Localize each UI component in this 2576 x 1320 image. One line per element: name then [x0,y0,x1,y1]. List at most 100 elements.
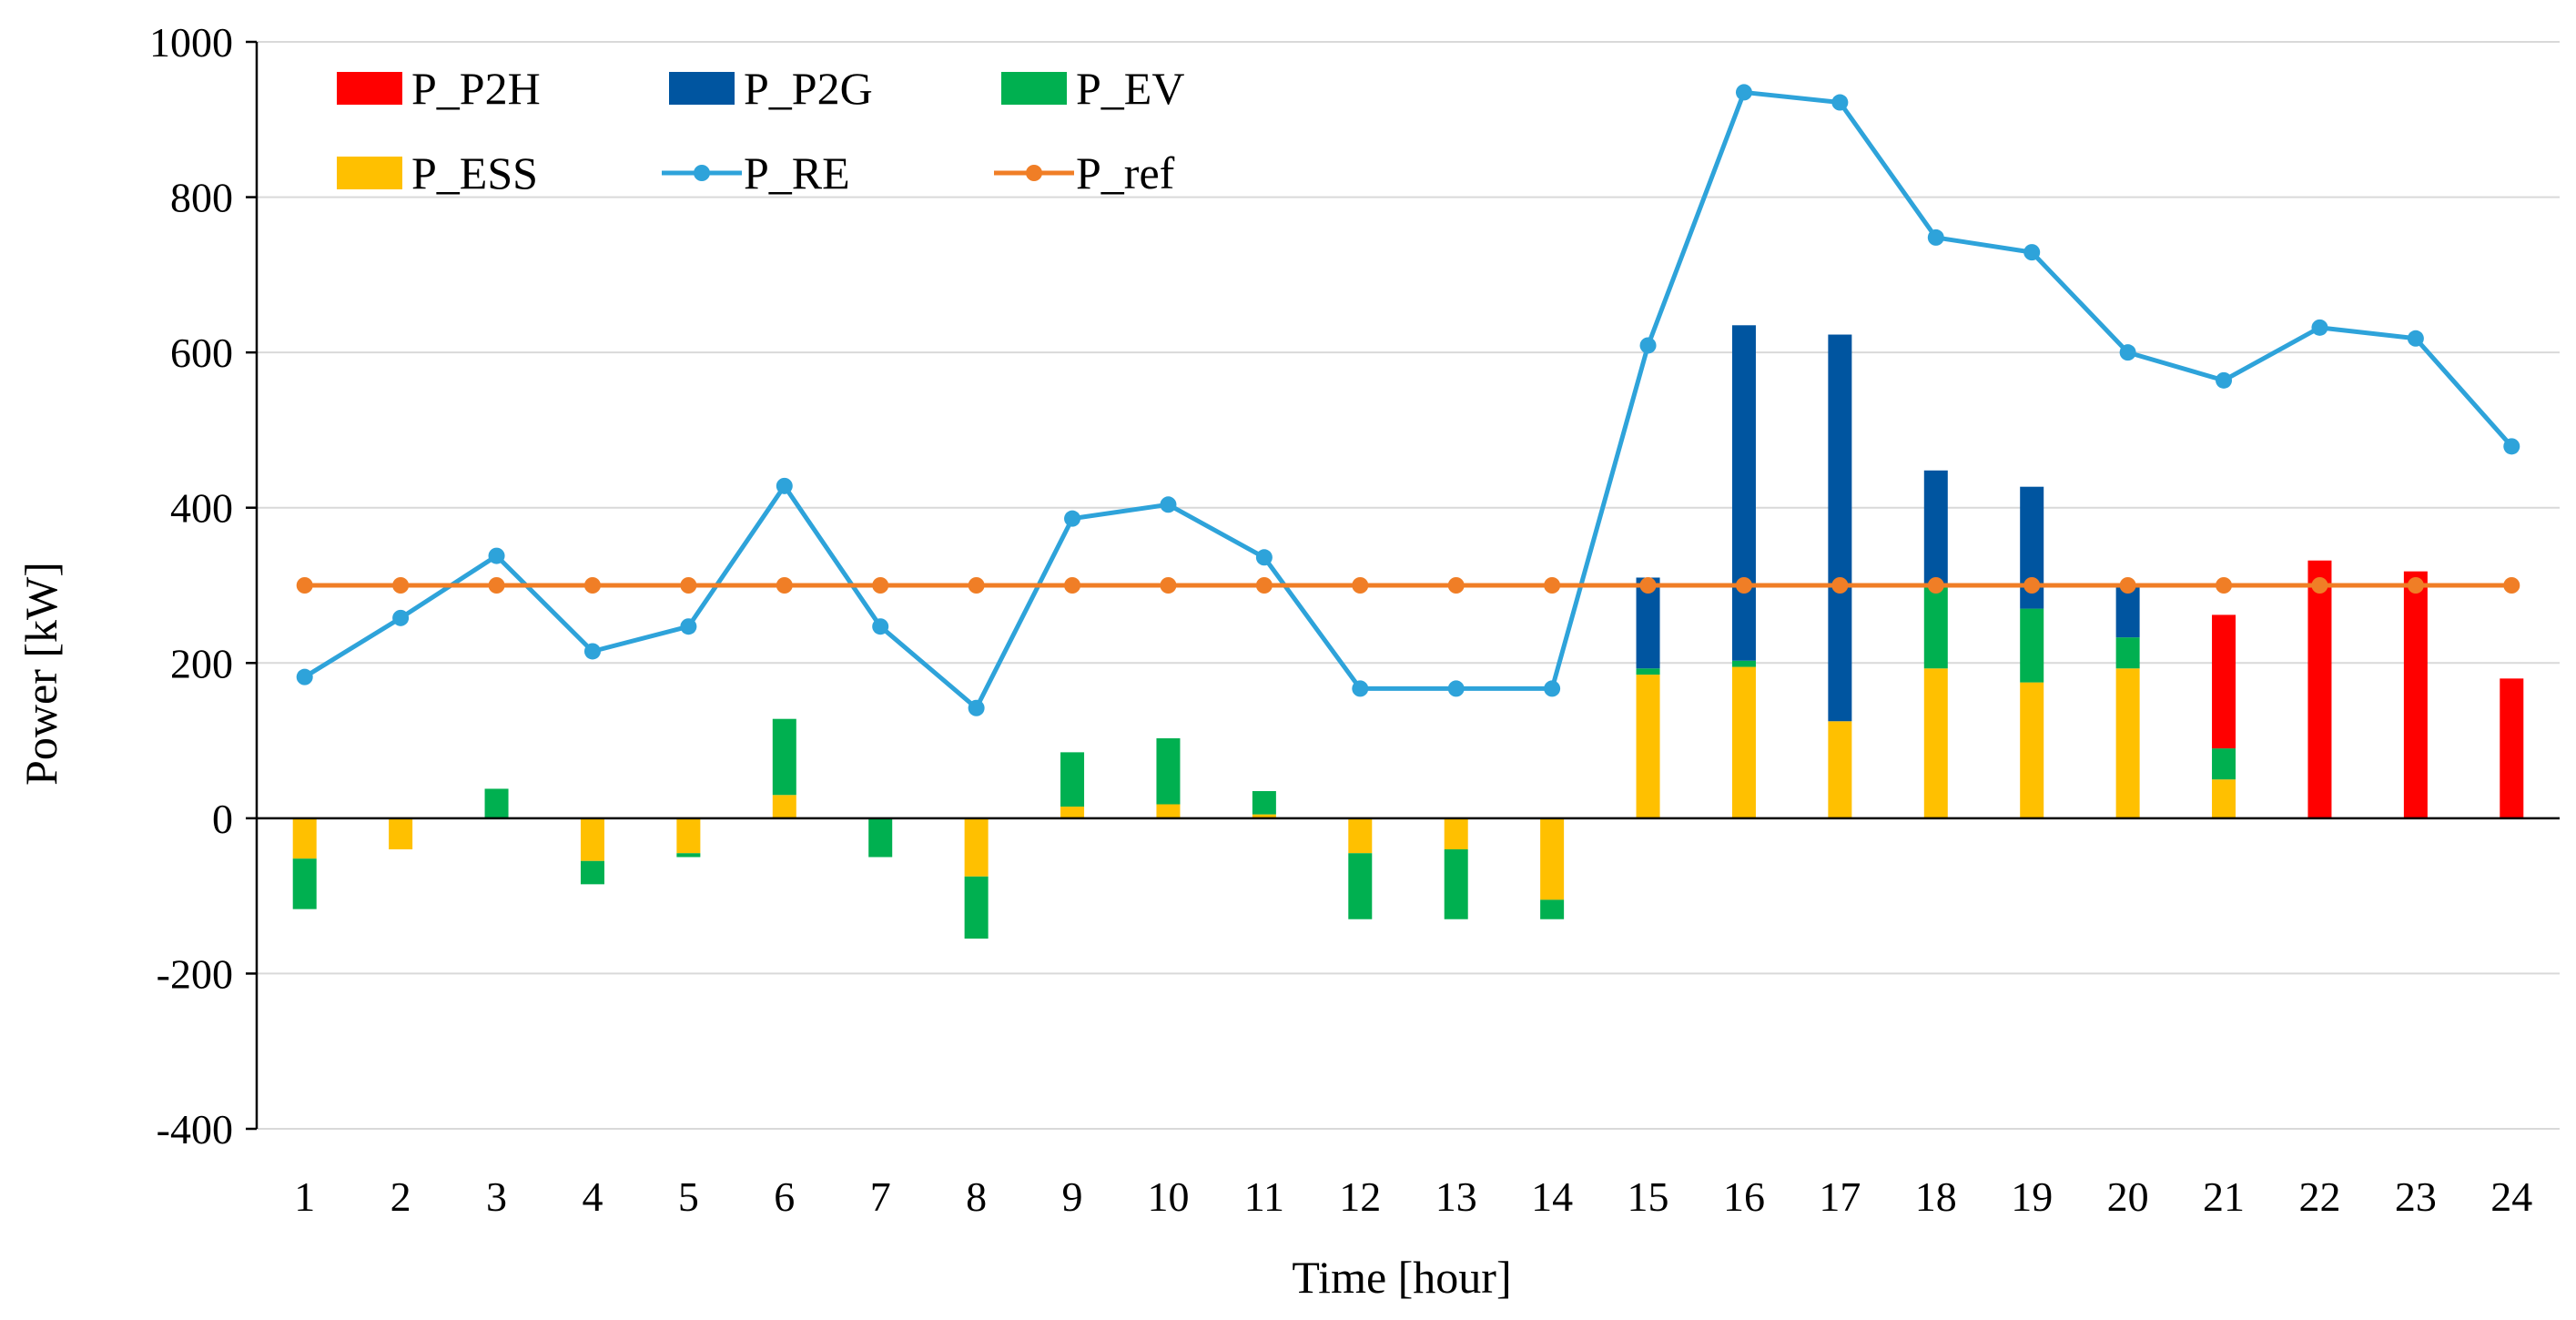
bar-p-ess-hour-12 [1348,817,1373,854]
y-axis-title: Power [kW] [15,562,66,786]
legend-swatch-p-ess [337,157,402,189]
bar-p-ess-hour-17 [1828,721,1852,818]
x-tick-label-10: 10 [1147,1173,1189,1220]
x-tick-label-9: 9 [1062,1173,1083,1220]
y-tick-label--200: -200 [157,950,233,997]
bar-p-ev-hour-11 [1252,791,1276,815]
point-p-re-hour-23 [2407,330,2424,347]
legend: P_P2H P_P2G P_EV P_ESS P_RE P_ref [337,63,1184,198]
x-tick-label-6: 6 [774,1173,795,1220]
point-p-re-hour-22 [2311,319,2328,336]
bar-p-ess-hour-14 [1540,817,1565,900]
bar-p-ess-hour-19 [2020,682,2044,818]
point-p-ref-hour-5 [680,577,697,594]
x-tick-label-11: 11 [1244,1173,1284,1220]
bar-p-ess-hour-9 [1060,807,1085,818]
bar-p-p2g-hour-17 [1828,334,1852,722]
x-tick-label-12: 12 [1339,1173,1381,1220]
point-p-re-hour-21 [2216,371,2233,389]
point-p-ref-hour-1 [296,577,313,594]
bar-p-ess-hour-8 [964,817,989,877]
bar-p-ess-hour-1 [292,817,317,859]
y-tick-label-800: 800 [170,175,233,221]
point-p-ref-hour-2 [392,577,410,594]
legend-label-p-ev: P_EV [1076,63,1184,114]
point-p-re-hour-8 [968,699,985,716]
point-p-ref-hour-7 [872,577,889,594]
legend-swatch-p-p2h [337,72,402,105]
bar-p-ev-hour-4 [580,860,604,885]
point-p-ref-hour-13 [1447,577,1465,594]
bar-p-ev-hour-20 [2115,637,2140,669]
point-p-ref-hour-17 [1831,577,1849,594]
bar-p-ess-hour-21 [2212,779,2236,818]
bar-p-ess-hour-10 [1156,804,1181,818]
point-p-re-hour-7 [872,618,889,635]
legend-swatch-p-ev [1001,72,1067,105]
x-tick-label-8: 8 [966,1173,987,1220]
bar-p-ev-hour-1 [292,858,317,909]
point-p-ref-hour-19 [2023,577,2041,594]
legend-marker-p-ref [1026,165,1042,181]
bar-p-p2h-hour-23 [2403,571,2428,818]
line-p-re [303,89,2514,711]
y-tick-label-600: 600 [170,330,233,376]
bar-p-ess-hour-13 [1444,817,1468,849]
bar-p-ess-hour-18 [1923,668,1948,818]
x-tick-label-23: 23 [2395,1173,2437,1220]
point-p-ref-hour-23 [2407,577,2424,594]
bar-p-p2g-hour-16 [1731,325,1756,661]
point-p-ref-hour-9 [1064,577,1081,594]
bar-p-ev-hour-19 [2020,608,2044,683]
x-tick-label-4: 4 [582,1173,603,1220]
point-p-ref-hour-11 [1255,577,1273,594]
x-tick-label-7: 7 [870,1173,891,1220]
bar-p-ev-hour-3 [484,788,509,818]
bar-series [292,325,2524,939]
point-p-re-hour-16 [1735,84,1752,101]
point-p-ref-hour-16 [1735,577,1752,594]
point-p-re-hour-5 [680,618,697,635]
y-tick-label--400: -400 [157,1106,233,1152]
point-p-ref-hour-8 [968,577,985,594]
point-p-ref-hour-12 [1352,577,1369,594]
x-tick-label-3: 3 [486,1173,507,1220]
legend-label-p-ref: P_ref [1076,147,1175,198]
bar-p-ev-hour-9 [1060,752,1085,807]
bar-p-p2h-hour-24 [2500,678,2524,818]
bar-p-ev-hour-7 [868,817,893,858]
bar-p-ev-hour-12 [1348,853,1373,919]
line-series [296,84,2520,716]
bar-p-ess-hour-4 [580,817,604,861]
legend-marker-p-re [694,165,710,181]
point-p-re-hour-18 [1927,228,1944,246]
point-p-re-hour-12 [1352,680,1369,697]
y-tick-label-1000: 1000 [149,19,233,66]
bar-p-ess-hour-11 [1252,814,1276,818]
point-p-re-hour-13 [1447,680,1465,697]
gridlines [257,41,2560,1130]
y-tick-label-400: 400 [170,485,233,532]
point-p-re-hour-11 [1255,549,1273,566]
bar-p-ess-hour-20 [2115,668,2140,818]
bar-p-ev-hour-5 [676,853,701,858]
bar-p-ess-hour-5 [676,817,701,854]
x-tick-label-20: 20 [2107,1173,2149,1220]
point-p-ref-hour-14 [1544,577,1561,594]
x-tick-label-24: 24 [2490,1173,2532,1220]
legend-swatch-p-p2g [669,72,735,105]
x-tick-label-14: 14 [1531,1173,1573,1220]
point-p-ref-hour-18 [1927,577,1944,594]
legend-label-p-p2h: P_P2H [411,63,541,114]
point-p-ref-hour-24 [2503,577,2520,594]
point-p-re-hour-3 [488,547,505,564]
point-p-ref-hour-10 [1160,577,1177,594]
point-p-re-hour-6 [776,477,793,494]
y-tick-label-200: 200 [170,640,233,686]
x-tick-label-15: 15 [1628,1173,1669,1220]
bar-p-p2h-hour-22 [2307,560,2332,818]
point-p-re-hour-1 [296,668,313,685]
point-p-re-hour-24 [2503,438,2520,455]
